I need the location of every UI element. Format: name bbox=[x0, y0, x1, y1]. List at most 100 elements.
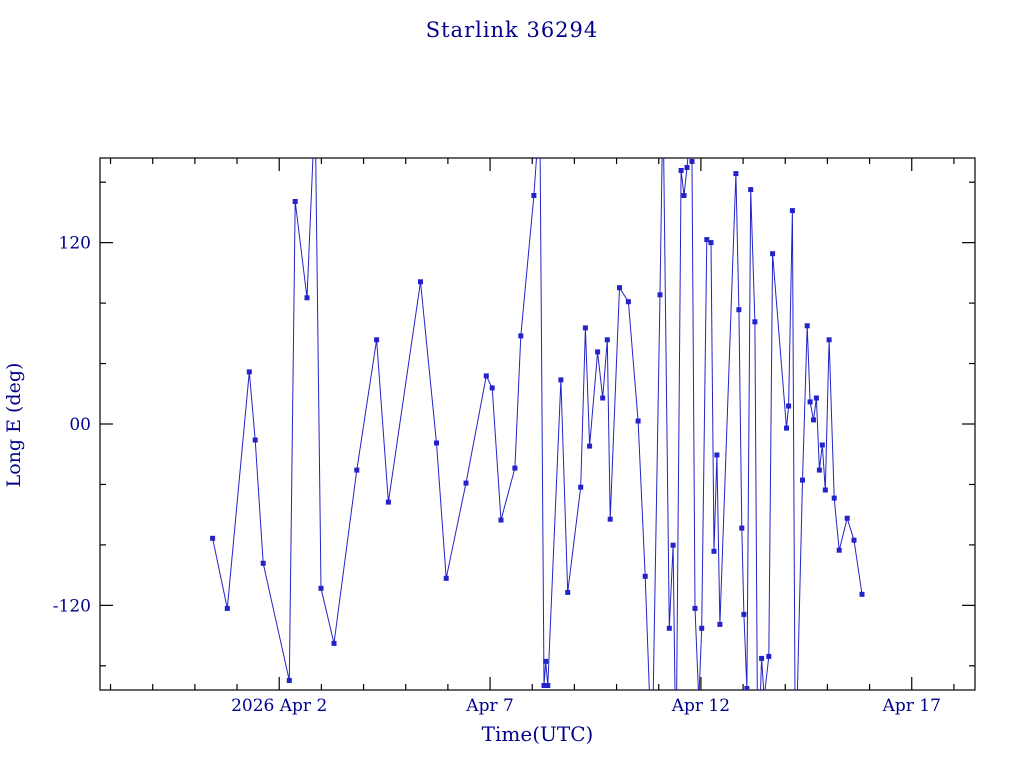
data-point-marker bbox=[831, 495, 837, 501]
data-line bbox=[212, 158, 863, 690]
data-point-marker bbox=[657, 292, 663, 298]
data-point-marker bbox=[252, 437, 258, 443]
data-point-marker bbox=[816, 467, 822, 473]
data-point-marker bbox=[538, 108, 542, 112]
data-point-marker bbox=[711, 548, 717, 554]
data-point-marker bbox=[811, 417, 816, 423]
data-point-marker bbox=[770, 251, 776, 257]
data-point-marker bbox=[625, 299, 631, 305]
data-point-marker bbox=[518, 333, 524, 339]
data-point-marker bbox=[304, 295, 310, 301]
data-point-marker bbox=[635, 418, 641, 424]
data-point-marker bbox=[851, 537, 857, 543]
data-point-marker bbox=[642, 573, 648, 579]
x-tick-label: Apr 17 bbox=[882, 696, 941, 716]
data-point-marker bbox=[826, 337, 832, 343]
data-point-marker bbox=[374, 337, 380, 343]
data-point-marker bbox=[813, 395, 819, 401]
data-point-marker bbox=[587, 443, 593, 449]
axis-ticks bbox=[100, 158, 975, 690]
data-point-marker bbox=[418, 279, 423, 285]
data-point-marker bbox=[595, 349, 601, 355]
data-point-marker bbox=[844, 515, 850, 521]
data-point-marker bbox=[762, 696, 766, 700]
data-point-marker bbox=[670, 542, 676, 548]
data-point-marker bbox=[498, 517, 504, 523]
data-point-marker bbox=[354, 467, 360, 473]
chart-title: Starlink 36294 bbox=[425, 18, 599, 42]
tick-labels: 2026 Apr 2 Apr 7 Apr 12 Apr 17 -120 00 120 bbox=[53, 234, 941, 716]
x-tick-label: Apr 12 bbox=[671, 696, 730, 716]
data-point-marker bbox=[331, 640, 337, 646]
data-point-marker bbox=[385, 499, 391, 505]
data-point-marker bbox=[733, 171, 739, 177]
data-point-marker bbox=[692, 605, 698, 611]
data-point-marker bbox=[210, 535, 216, 541]
data-point-marker bbox=[678, 168, 684, 173]
data-point-marker bbox=[543, 658, 549, 664]
data-point-marker bbox=[545, 683, 551, 688]
plot-frame bbox=[99, 157, 976, 691]
data-series bbox=[210, 97, 865, 766]
data-point-marker bbox=[582, 325, 588, 331]
data-point-marker bbox=[687, 142, 691, 146]
data-point-marker bbox=[684, 165, 690, 170]
data-point-marker bbox=[689, 159, 695, 164]
data-point-marker bbox=[260, 560, 266, 566]
data-point-marker bbox=[489, 385, 495, 391]
data-point-marker bbox=[704, 237, 710, 243]
data-point-marker bbox=[286, 678, 292, 683]
data-point-marker bbox=[741, 611, 747, 617]
data-point-marker bbox=[836, 547, 842, 553]
data-point-marker bbox=[819, 442, 825, 448]
data-point-marker bbox=[822, 487, 828, 493]
data-point-marker bbox=[607, 516, 613, 522]
data-point-marker bbox=[699, 625, 705, 631]
data-point-marker bbox=[531, 193, 537, 198]
data-point-marker bbox=[744, 686, 750, 690]
data-point-marker bbox=[739, 525, 745, 531]
data-point-marker bbox=[483, 373, 489, 379]
data-point-marker bbox=[661, 97, 665, 101]
data-point-marker bbox=[789, 208, 795, 214]
data-point-marker bbox=[318, 585, 324, 591]
data-point-marker bbox=[736, 307, 742, 313]
data-point-marker bbox=[666, 625, 672, 631]
data-point-marker bbox=[292, 199, 298, 204]
y-tick-label: 120 bbox=[59, 234, 91, 254]
data-point-marker bbox=[807, 399, 813, 405]
data-point-marker bbox=[714, 452, 720, 458]
data-point-marker bbox=[804, 323, 810, 329]
data-point-marker bbox=[752, 319, 758, 325]
data-point-marker bbox=[604, 337, 610, 343]
data-point-marker bbox=[313, 105, 317, 109]
data-point-marker bbox=[443, 575, 449, 581]
data-point-marker bbox=[512, 465, 518, 471]
data-point-marker bbox=[600, 395, 606, 401]
y-tick-label: 00 bbox=[69, 415, 91, 435]
data-point-marker bbox=[434, 440, 439, 446]
data-point-marker bbox=[717, 621, 723, 627]
y-tick-label: -120 bbox=[53, 596, 91, 616]
data-point-marker bbox=[558, 377, 564, 383]
data-point-marker bbox=[650, 762, 654, 766]
data-point-marker bbox=[859, 591, 865, 597]
data-point-marker bbox=[800, 477, 805, 483]
x-axis-label: Time(UTC) bbox=[481, 722, 594, 746]
data-point-marker bbox=[784, 425, 789, 431]
x-tick-label: 2026 Apr 2 bbox=[231, 696, 327, 716]
data-point-marker bbox=[766, 653, 772, 659]
data-point-marker bbox=[759, 655, 765, 661]
data-point-marker bbox=[617, 285, 622, 291]
data-point-marker bbox=[708, 240, 714, 246]
data-point-marker bbox=[748, 187, 754, 193]
data-point-marker bbox=[246, 369, 252, 375]
data-point-marker bbox=[565, 589, 571, 595]
data-point-marker bbox=[463, 480, 469, 486]
data-point-marker bbox=[681, 193, 687, 198]
data-point-marker bbox=[224, 605, 230, 611]
data-point-marker bbox=[578, 484, 584, 490]
data-point-marker bbox=[786, 403, 792, 409]
